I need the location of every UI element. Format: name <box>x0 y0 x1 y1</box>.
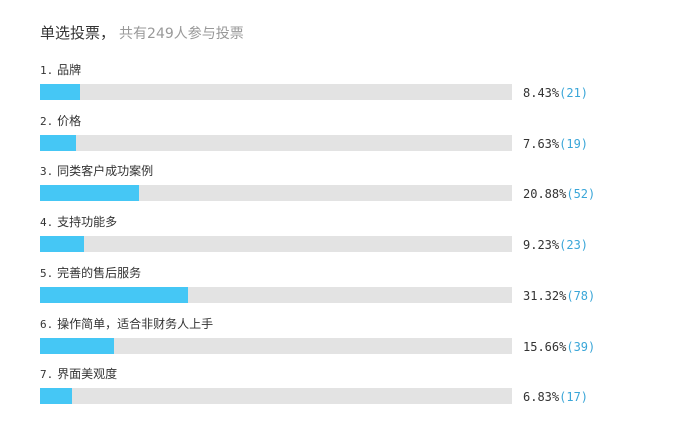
option-text: 完善的售后服务 <box>57 266 142 280</box>
option-result: 7.63%(19) <box>523 136 588 152</box>
option-vote-count: (78) <box>566 289 596 303</box>
option-label: 1. 品牌 <box>40 62 81 78</box>
poll-option: 2. 价格 7.63%(19) <box>40 113 660 153</box>
option-number: 2. <box>40 115 54 128</box>
option-bar-fill <box>40 338 114 354</box>
option-bar-fill <box>40 84 80 100</box>
option-percent: 31.32% <box>523 289 567 303</box>
option-result: 31.32%(78) <box>523 288 595 304</box>
option-vote-count: (39) <box>566 340 596 354</box>
option-label: 4. 支持功能多 <box>40 214 117 230</box>
option-bar-track <box>40 236 512 252</box>
option-result: 6.83%(17) <box>523 389 588 405</box>
poll-header-separator: ， <box>100 24 116 42</box>
poll-option: 5. 完善的售后服务 31.32%(78) <box>40 265 660 305</box>
option-percent: 7.63% <box>523 137 560 151</box>
option-text: 界面美观度 <box>57 367 118 381</box>
option-percent: 20.88% <box>523 187 567 201</box>
option-number: 3. <box>40 165 54 178</box>
poll-header: 单选投票， 共有249人参与投票 <box>40 22 244 44</box>
option-vote-count: (21) <box>559 86 589 100</box>
option-label: 3. 同类客户成功案例 <box>40 163 153 179</box>
option-text: 品牌 <box>57 63 82 77</box>
option-label: 5. 完善的售后服务 <box>40 265 141 281</box>
option-result: 20.88%(52) <box>523 186 595 202</box>
poll-type-label: 单选投票 <box>40 24 101 42</box>
option-percent: 6.83% <box>523 390 560 404</box>
option-vote-count: (52) <box>566 187 596 201</box>
option-text: 支持功能多 <box>57 215 118 229</box>
option-bar-track <box>40 388 512 404</box>
option-result: 15.66%(39) <box>523 339 595 355</box>
option-text: 操作简单，适合非财务人上手 <box>57 317 214 331</box>
option-vote-count: (19) <box>559 137 589 151</box>
option-text: 价格 <box>57 114 82 128</box>
option-bar-track <box>40 135 512 151</box>
option-bar-track <box>40 338 512 354</box>
option-result: 8.43%(21) <box>523 85 588 101</box>
option-percent: 15.66% <box>523 340 567 354</box>
option-label: 7. 界面美观度 <box>40 366 117 382</box>
option-bar-track <box>40 185 512 201</box>
option-bar-track <box>40 287 512 303</box>
option-label: 2. 价格 <box>40 113 81 129</box>
option-percent: 8.43% <box>523 86 560 100</box>
poll-participants-count: 共有249人参与投票 <box>119 26 244 42</box>
poll-option: 6. 操作简单，适合非财务人上手 15.66%(39) <box>40 316 660 356</box>
option-text: 同类客户成功案例 <box>57 164 154 178</box>
option-bar-fill <box>40 135 76 151</box>
option-result: 9.23%(23) <box>523 237 588 253</box>
poll-option: 4. 支持功能多 9.23%(23) <box>40 214 660 254</box>
option-vote-count: (17) <box>559 390 589 404</box>
option-label: 6. 操作简单，适合非财务人上手 <box>40 316 213 332</box>
poll-option: 7. 界面美观度 6.83%(17) <box>40 366 660 406</box>
option-number: 5. <box>40 267 54 280</box>
option-number: 7. <box>40 368 54 381</box>
option-number: 4. <box>40 216 54 229</box>
poll-option: 3. 同类客户成功案例 20.88%(52) <box>40 163 660 203</box>
option-number: 6. <box>40 318 54 331</box>
option-bar-fill <box>40 236 84 252</box>
option-bar-track <box>40 84 512 100</box>
poll-option: 1. 品牌 8.43%(21) <box>40 62 660 102</box>
option-bar-fill <box>40 185 139 201</box>
option-bar-fill <box>40 287 188 303</box>
option-number: 1. <box>40 64 54 77</box>
option-vote-count: (23) <box>559 238 589 252</box>
option-percent: 9.23% <box>523 238 560 252</box>
option-bar-fill <box>40 388 73 404</box>
